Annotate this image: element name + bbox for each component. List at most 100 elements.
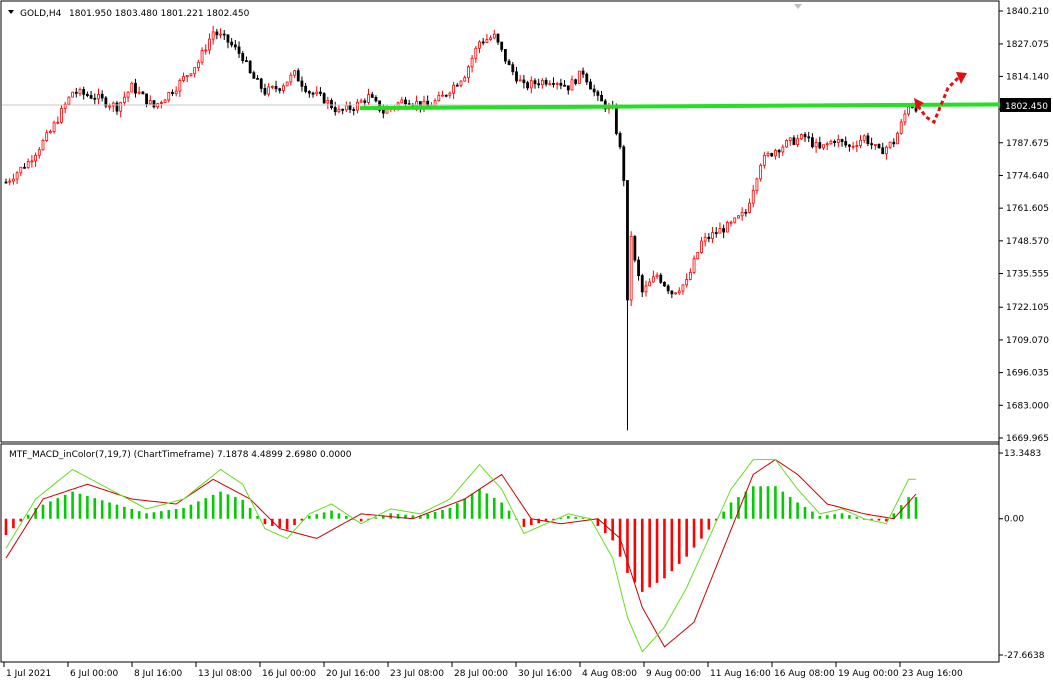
histogram-bar <box>433 511 437 519</box>
histogram-bar <box>248 507 252 519</box>
candle-body <box>319 91 322 94</box>
candle-body <box>222 33 226 36</box>
histogram-bar <box>137 511 141 519</box>
candle-body <box>796 138 800 145</box>
candle-body <box>145 93 148 105</box>
candle-body <box>352 109 356 111</box>
shift-marker-icon[interactable] <box>794 4 802 9</box>
candle-body <box>881 147 885 155</box>
candle-body <box>60 108 63 123</box>
candle-body <box>341 108 345 111</box>
candle-body <box>293 70 296 76</box>
candle-body <box>455 84 459 87</box>
candle-body <box>759 164 763 180</box>
histogram-bar <box>211 494 215 519</box>
candle-body <box>245 60 248 63</box>
histogram-bar <box>529 518 533 526</box>
candle-body <box>304 85 308 92</box>
candle-body <box>78 89 82 94</box>
histogram-bar <box>108 502 111 519</box>
projection-arrow[interactable] <box>916 74 962 125</box>
candle-body <box>41 140 45 151</box>
histogram-bar <box>160 511 163 519</box>
histogram-bar <box>862 518 866 520</box>
candle-body <box>877 144 881 149</box>
candle-body <box>126 91 130 98</box>
candle-body <box>256 77 259 80</box>
time-tick-label: 20 Jul 16:00 <box>326 669 380 679</box>
candle-body <box>859 139 862 146</box>
histogram-bar <box>855 516 859 519</box>
candle-body <box>737 215 740 219</box>
candle-body <box>637 259 640 277</box>
candle-body <box>688 271 692 280</box>
histogram-bar <box>145 513 148 519</box>
histogram-bar <box>419 516 422 519</box>
histogram-bar <box>552 518 555 520</box>
candle-body <box>322 93 326 104</box>
candle-body <box>677 290 681 294</box>
candle-body <box>492 33 496 39</box>
histogram-bar <box>285 518 289 530</box>
price-tick-label: 1814.140 <box>1006 72 1049 82</box>
candle-body <box>148 100 152 105</box>
indicator-pane[interactable] <box>0 443 1000 663</box>
candle-body <box>888 141 892 148</box>
candle-body <box>500 41 504 50</box>
candle-body <box>108 105 111 108</box>
candle-body <box>585 73 589 83</box>
candle-body <box>311 92 315 95</box>
candle-body <box>618 133 622 148</box>
candle-body <box>651 276 655 283</box>
histogram-bar <box>382 515 385 519</box>
candle-body <box>359 100 363 103</box>
candle-body <box>515 71 518 82</box>
candle-body <box>740 211 744 217</box>
macd-line <box>5 459 916 653</box>
candle-body <box>4 181 8 184</box>
candle-body <box>825 143 829 146</box>
histogram-bar <box>226 494 230 519</box>
time-tick-label: 13 Jul 08:00 <box>198 669 252 679</box>
candle-body <box>533 80 537 85</box>
support-line[interactable] <box>359 102 1013 111</box>
candle-body <box>307 91 311 94</box>
histogram-bar <box>182 507 185 519</box>
candle-body <box>45 132 49 141</box>
histogram-bar <box>411 515 415 519</box>
histogram-bar <box>300 518 304 521</box>
candle-body <box>626 180 629 301</box>
indicator-tick-label: 0.00 <box>1004 515 1024 525</box>
candle-body <box>300 80 304 87</box>
histogram-bar <box>389 513 393 519</box>
time-tick-label: 19 Aug 00:00 <box>838 669 899 679</box>
candle-body <box>141 91 145 95</box>
time-tick-label: 1 Jul 2021 <box>6 669 51 679</box>
candle-body <box>134 82 137 94</box>
candle-body <box>93 97 97 100</box>
candle-body <box>196 61 200 68</box>
candle-body <box>97 93 100 100</box>
candle-body <box>119 101 123 112</box>
time-tick-label: 8 Jul 16:00 <box>134 669 183 679</box>
candle-body <box>896 132 899 145</box>
histogram-bar <box>774 486 777 519</box>
histogram-bar <box>692 518 696 548</box>
candle-body <box>363 100 367 103</box>
main-pane[interactable] <box>0 0 1000 443</box>
chevron-down-icon[interactable] <box>8 10 14 14</box>
candle-body <box>552 83 555 85</box>
candle-body <box>596 91 600 96</box>
candle-body <box>278 88 282 91</box>
price-tick-label: 1787.675 <box>1006 139 1049 149</box>
candle-body <box>356 101 359 111</box>
indicator-tick-label: -27.6638 <box>1004 651 1045 661</box>
histogram-bar <box>618 518 622 557</box>
candle-body <box>315 91 319 95</box>
candle-body <box>52 122 56 132</box>
candle-body <box>751 189 755 204</box>
candle-body <box>563 84 566 87</box>
indicator-tick-label: 13.3483 <box>1004 449 1041 459</box>
histogram-bar <box>308 516 311 519</box>
candle-body <box>189 73 193 76</box>
